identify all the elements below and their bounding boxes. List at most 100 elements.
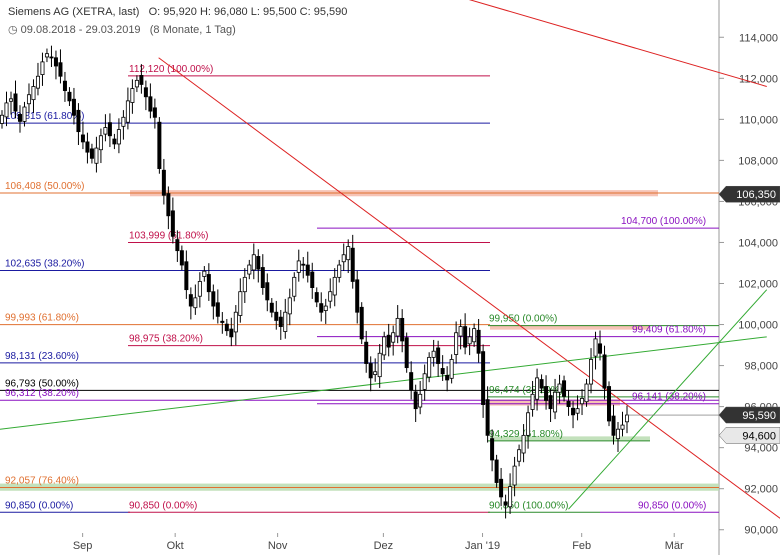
price-tag-label: 94,600 <box>742 430 776 442</box>
candle-body <box>431 350 436 358</box>
candle-body <box>566 400 571 408</box>
fib-level-label: 94,329 (61.80%) <box>489 429 563 440</box>
candle-body <box>13 93 18 112</box>
candle-body <box>251 254 256 271</box>
x-tick-label: Okt <box>167 540 184 552</box>
y-tick-label: 94,000 <box>744 443 778 455</box>
fib-level-label: 104,700 (100.00%) <box>621 216 706 227</box>
candle-body <box>427 356 432 378</box>
candle-body <box>22 106 27 122</box>
candle-body <box>544 386 549 401</box>
y-tick-label: 112,000 <box>739 73 778 85</box>
candle-body <box>391 332 396 343</box>
candle-body <box>373 371 378 376</box>
candle-body <box>103 127 108 135</box>
candle-body <box>152 107 157 118</box>
y-tick-label: 104,000 <box>738 237 778 249</box>
candle-body <box>283 311 288 332</box>
candle-body <box>139 75 144 85</box>
candle-body <box>467 336 472 345</box>
y-tick-label: 100,000 <box>738 320 778 332</box>
candle-body <box>215 302 220 317</box>
candle-body <box>175 239 180 252</box>
candle-body <box>76 109 81 133</box>
candle-body <box>287 297 292 315</box>
candle-body <box>404 337 409 369</box>
price-tag <box>718 185 780 203</box>
fib-level-label: 98,131 (23.60%) <box>5 351 79 362</box>
x-tick-label: Mär <box>665 540 684 552</box>
fib-level-label: 99,950 (0.00%) <box>489 314 557 325</box>
price-tag-label: 106,350 <box>736 189 776 201</box>
candle-body <box>148 96 153 112</box>
candle-body <box>571 407 576 416</box>
clock-icon: ◷ <box>8 24 18 36</box>
candle-body <box>269 302 274 313</box>
candle-body <box>449 359 454 379</box>
candle-body <box>193 297 198 309</box>
date-range-row: ◷ 09.08.2018 - 29.03.2019 (8 Monate, 1 T… <box>8 23 236 36</box>
fib-level-label: 90,850 (0.00%) <box>5 500 73 511</box>
candle-body <box>526 412 531 436</box>
candle-body <box>17 114 22 122</box>
candle-body <box>436 347 441 364</box>
candle-body <box>535 377 540 400</box>
candle-body <box>121 116 126 127</box>
x-tick-label: Dez <box>374 540 394 552</box>
candle-body <box>238 291 243 316</box>
chart-title-row: Siemens AG (XETRA, last) O: 95,920 H: 96… <box>8 6 347 18</box>
candle-body <box>53 57 58 67</box>
candle-body <box>274 311 279 321</box>
candle-body <box>454 332 459 355</box>
candle-body <box>296 260 301 273</box>
candle-body <box>418 393 423 408</box>
trendline <box>568 289 768 510</box>
candle-body <box>400 317 405 342</box>
candle-body <box>0 114 4 124</box>
candle-body <box>539 379 544 389</box>
candle-body <box>395 317 400 337</box>
period-label: (8 Monate, 1 Tag) <box>149 24 236 36</box>
candle-body <box>521 434 526 454</box>
candle-body <box>188 294 193 307</box>
candle-body <box>229 328 234 338</box>
candle-body <box>26 94 31 105</box>
fib-level-label: 99,409 (61.80%) <box>632 325 706 336</box>
fib-level-label: 96,312 (38.20%) <box>5 388 79 399</box>
candle-body <box>206 274 211 293</box>
candle-body <box>49 56 54 59</box>
candle-body <box>44 53 49 58</box>
candle-body <box>40 61 45 76</box>
candle-body <box>584 383 589 403</box>
fib-level-label: 96,474 (38.20%) <box>489 385 563 396</box>
x-tick-label: Jan '19 <box>465 540 500 552</box>
trendline <box>0 336 767 430</box>
y-tick-label: 114,000 <box>739 32 778 44</box>
fib-level-label: 106,408 (50.00%) <box>5 181 85 192</box>
fib-level-label: 99,993 (61.80%) <box>5 313 79 324</box>
y-tick-label: 110,000 <box>739 114 778 126</box>
fib-level-label: 103,999 (61.80%) <box>129 230 209 241</box>
candle-body <box>422 373 427 390</box>
fib-level-label: 98,975 (38.20%) <box>129 334 203 345</box>
candle-body <box>337 264 342 278</box>
y-tick-label: 92,000 <box>744 484 778 496</box>
candle-body <box>278 316 283 327</box>
x-tick-label: Nov <box>268 540 288 552</box>
candle-body <box>179 250 184 266</box>
candle-body <box>80 134 85 143</box>
candle-body <box>170 210 175 237</box>
candle-body <box>548 395 553 410</box>
candle-body <box>589 359 594 385</box>
candle-body <box>530 393 535 410</box>
candle-body <box>517 449 522 462</box>
candle-body <box>224 323 229 332</box>
candle-body <box>323 305 328 311</box>
candle-body <box>31 86 36 101</box>
candle-body <box>233 311 238 333</box>
candle-body <box>305 264 310 276</box>
ohlc-readout: O: 95,920 H: 96,080 L: 95,500 C: 95,590 <box>148 6 348 18</box>
candle-body <box>89 148 94 159</box>
candle-body <box>350 247 355 282</box>
